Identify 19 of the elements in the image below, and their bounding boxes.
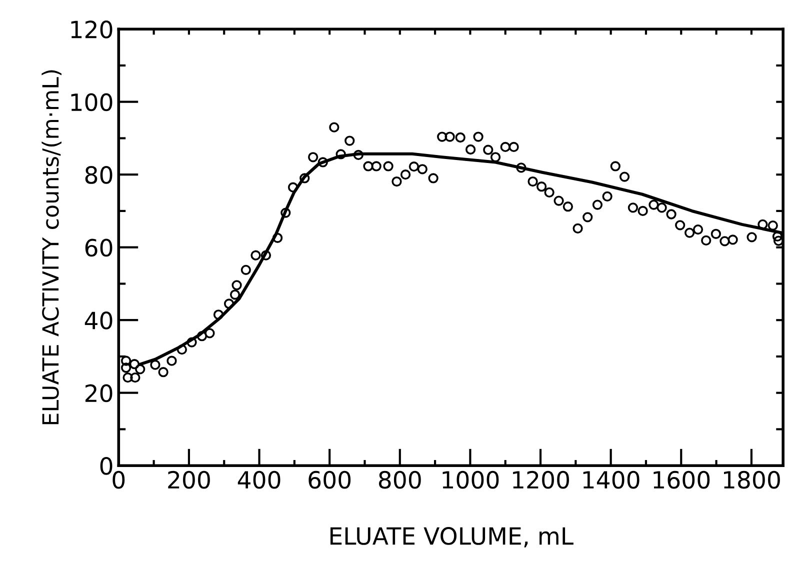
y-tick-label: 20: [85, 384, 112, 402]
x-tick-label: 1800: [724, 470, 780, 489]
y-tick-label: 100: [71, 93, 112, 112]
x-tick-label: 600: [308, 470, 351, 489]
x-tick-label: 1400: [583, 470, 640, 489]
x-tick-label: 800: [378, 470, 421, 489]
y-tick-label: 80: [85, 166, 112, 184]
y-tick-label: 120: [71, 20, 112, 38]
y-tick-label: 60: [85, 238, 112, 257]
x-tick-label: 0: [112, 470, 125, 489]
x-tick-label: 400: [238, 470, 280, 489]
x-tick-label: 200: [168, 470, 210, 489]
x-tick-label: 1200: [513, 470, 569, 489]
y-tick-label: 0: [100, 457, 112, 475]
y-axis-title: ELUATE ACTIVITY counts/(m·mL): [42, 70, 62, 424]
x-tick-label: 1600: [654, 470, 710, 489]
x-axis-title: ELUATE VOLUME, mL: [330, 527, 574, 548]
y-tick-label: 40: [84, 312, 112, 330]
x-tick-label: 1000: [442, 470, 499, 489]
